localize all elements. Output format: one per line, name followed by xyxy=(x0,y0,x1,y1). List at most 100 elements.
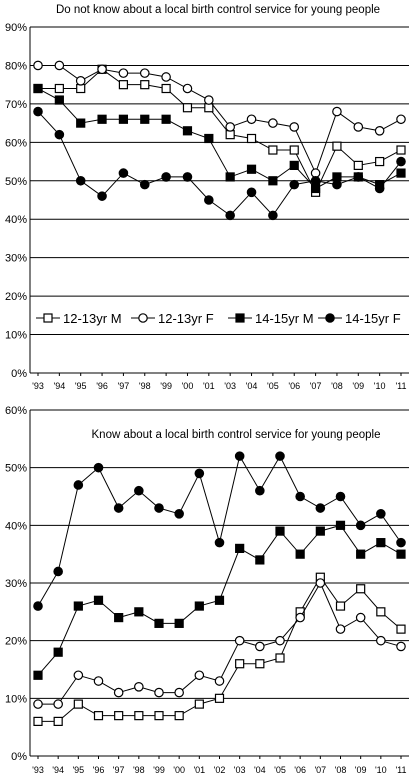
bottom-x-tick-93: '93 xyxy=(32,765,44,775)
bottom-x-tick-02: '02 xyxy=(214,765,226,775)
chart-top-legend: 12-13yr M 12-13yr F 14-15yr M 14-15yr F xyxy=(34,302,401,333)
top-point-1-2 xyxy=(75,76,86,86)
bottom-point-2-5 xyxy=(134,607,144,617)
top-point-3-1 xyxy=(54,129,65,140)
bottom-point-1-5 xyxy=(134,681,144,692)
top-point-0-15 xyxy=(353,160,363,170)
bottom-point-3-1 xyxy=(53,566,63,577)
bottom-point-2-1 xyxy=(53,647,63,657)
top-point-3-13 xyxy=(310,175,321,186)
top-x-tick-11: '11 xyxy=(395,381,406,391)
top-point-0-11 xyxy=(268,145,278,155)
bottom-y-tick-10: 10% xyxy=(5,693,27,705)
bottom-point-3-8 xyxy=(194,468,205,479)
top-point-1-12 xyxy=(289,122,300,132)
bottom-point-1-2 xyxy=(73,670,84,681)
bottom-y-tick-0: 0% xyxy=(11,751,27,763)
top-point-0-8 xyxy=(204,103,214,113)
top-y-tick-80: 80% xyxy=(5,60,27,72)
top-series-line-0 xyxy=(38,68,402,194)
top-point-2-1 xyxy=(54,95,64,105)
top-x-tick-05: '05 xyxy=(267,381,279,391)
top-x-tick-01: '01 xyxy=(203,381,215,391)
bottom-x-tick-97: '97 xyxy=(113,765,125,775)
top-point-3-11 xyxy=(268,210,278,221)
bottom-x-tick-11: '11 xyxy=(395,765,406,775)
bottom-point-1-14 xyxy=(315,578,326,588)
bottom-series-line-3 xyxy=(37,454,402,607)
legend-label-14-15yr-m: 14-15yr M xyxy=(255,311,314,326)
top-y-tick-70: 70% xyxy=(5,99,27,111)
bottom-point-1-16 xyxy=(355,612,366,623)
bottom-point-3-14 xyxy=(315,503,326,513)
top-x-tick-09: '09 xyxy=(352,381,364,391)
bottom-point-1-13 xyxy=(295,612,305,623)
bottom-x-tick-08: '08 xyxy=(335,765,347,775)
top-y-tick-20: 20% xyxy=(5,291,27,303)
chart-top-gridlines xyxy=(29,26,409,374)
bottom-point-3-11 xyxy=(255,485,265,496)
top-point-3-12 xyxy=(289,179,300,190)
bottom-point-3-16 xyxy=(355,520,366,531)
bottom-x-tick-04: '04 xyxy=(254,765,266,775)
top-point-1-10 xyxy=(246,114,257,125)
legend-marker-14-15yr-f xyxy=(325,313,335,323)
bottom-point-2-12 xyxy=(275,526,285,536)
legend-label-14-15yr-f: 14-15yr F xyxy=(345,311,401,326)
top-point-2-3 xyxy=(97,114,107,124)
bottom-x-tick-96: '96 xyxy=(93,765,105,775)
bottom-point-0-11 xyxy=(255,659,265,669)
top-y-tick-40: 40% xyxy=(5,214,27,226)
top-point-0-1 xyxy=(54,83,64,94)
bottom-point-2-9 xyxy=(214,595,225,605)
bottom-point-2-13 xyxy=(295,549,305,559)
top-point-2-2 xyxy=(76,118,86,128)
bottom-point-3-12 xyxy=(275,451,285,461)
bottom-y-tick-30: 30% xyxy=(5,578,27,590)
top-point-1-14 xyxy=(332,106,342,117)
top-point-1-9 xyxy=(225,122,235,132)
top-point-0-7 xyxy=(182,103,193,113)
top-x-tick-96: '96 xyxy=(96,381,108,391)
top-point-2-8 xyxy=(204,133,214,144)
top-point-1-4 xyxy=(118,68,129,78)
top-point-2-0 xyxy=(33,83,43,94)
top-point-3-5 xyxy=(139,179,150,190)
bottom-point-2-15 xyxy=(335,520,346,530)
top-point-3-0 xyxy=(33,106,43,117)
top-point-0-14 xyxy=(332,141,342,151)
bottom-point-1-12 xyxy=(275,635,285,646)
top-point-2-14 xyxy=(332,172,342,182)
bottom-point-0-7 xyxy=(174,711,184,721)
top-point-3-16 xyxy=(374,183,385,194)
bottom-point-1-6 xyxy=(154,687,164,698)
top-x-tick-93: '93 xyxy=(32,381,44,391)
legend-marker-14-15yr-m xyxy=(235,313,245,323)
top-point-3-8 xyxy=(204,195,214,205)
bottom-point-2-16 xyxy=(356,549,366,559)
legend-marker-12-13yr-f xyxy=(138,313,148,323)
chart-top: Do not know about a local birth control … xyxy=(5,4,409,391)
bottom-point-3-9 xyxy=(214,537,225,548)
bottom-x-tick-00: '00 xyxy=(173,765,185,775)
chart-bottom-y-tick-labels: 0% 10% 20% 30% 40% 50% 60% xyxy=(5,405,27,763)
legend-marker-12-13yr-m xyxy=(43,313,53,323)
bottom-point-1-3 xyxy=(93,676,104,686)
top-point-1-8 xyxy=(204,95,214,105)
chart-bottom-x-tick-labels: '93 '94 '95 '96 '97 '98 '99 '00 '01 '02 '03 '04 '05 '… xyxy=(32,756,407,775)
legend-label-12-13yr-m: 12-13yr M xyxy=(63,311,122,326)
bottom-x-tick-10: '10 xyxy=(375,765,387,775)
bottom-point-0-9 xyxy=(214,693,225,703)
top-point-2-17 xyxy=(396,168,406,178)
top-x-tick-10: '10 xyxy=(374,381,386,391)
top-point-0-17 xyxy=(396,145,406,155)
bottom-point-1-18 xyxy=(396,641,406,652)
bottom-point-0-6 xyxy=(154,711,164,721)
bottom-point-0-16 xyxy=(356,584,366,594)
bottom-point-1-15 xyxy=(335,624,346,634)
bottom-series-3 xyxy=(33,451,406,611)
bottom-point-1-17 xyxy=(376,635,386,646)
bottom-point-2-10 xyxy=(235,543,245,553)
top-point-3-3 xyxy=(97,191,107,201)
top-point-1-5 xyxy=(139,68,150,78)
